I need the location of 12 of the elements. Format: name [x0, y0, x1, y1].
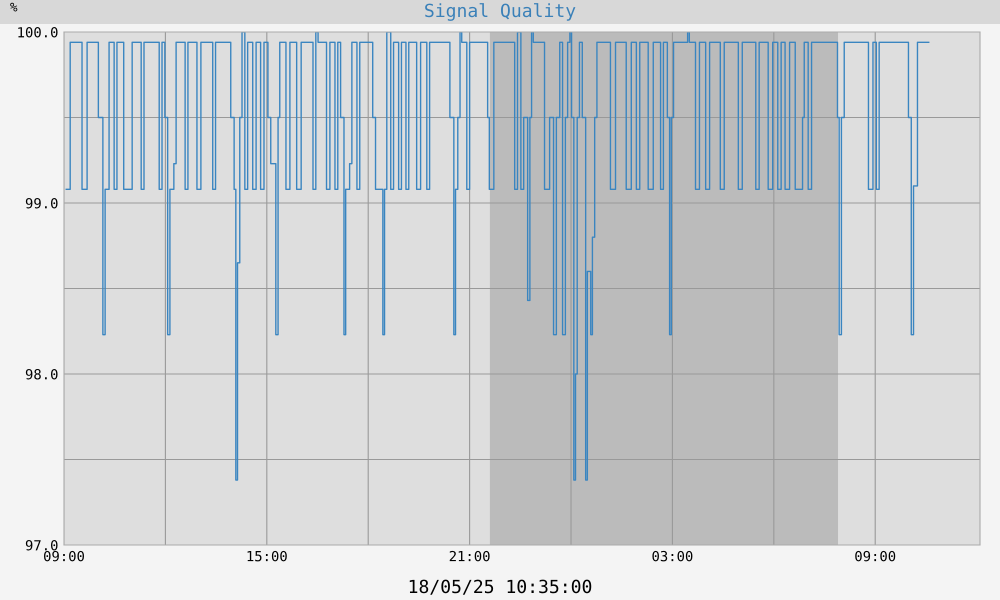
x-tick-label: 09:00 [44, 550, 84, 562]
y-tick-label: 99.0 [26, 198, 58, 209]
y-tick-label: 97.0 [26, 540, 58, 551]
chart-title: Signal Quality [425, 3, 576, 21]
x-tick-label: 09:00 [855, 550, 896, 562]
y-tick-label: 100.0 [18, 27, 58, 38]
text: 18/05/25 10:35:00 [410, 580, 592, 595]
x-tick-label: 15:00 [248, 550, 287, 562]
x-tick-label: 03:00 [652, 550, 692, 562]
y-axis-title: % [10, 2, 18, 12]
x-tick-label: 21:00 [450, 550, 490, 562]
y-tick-label: 98.0 [26, 369, 58, 380]
